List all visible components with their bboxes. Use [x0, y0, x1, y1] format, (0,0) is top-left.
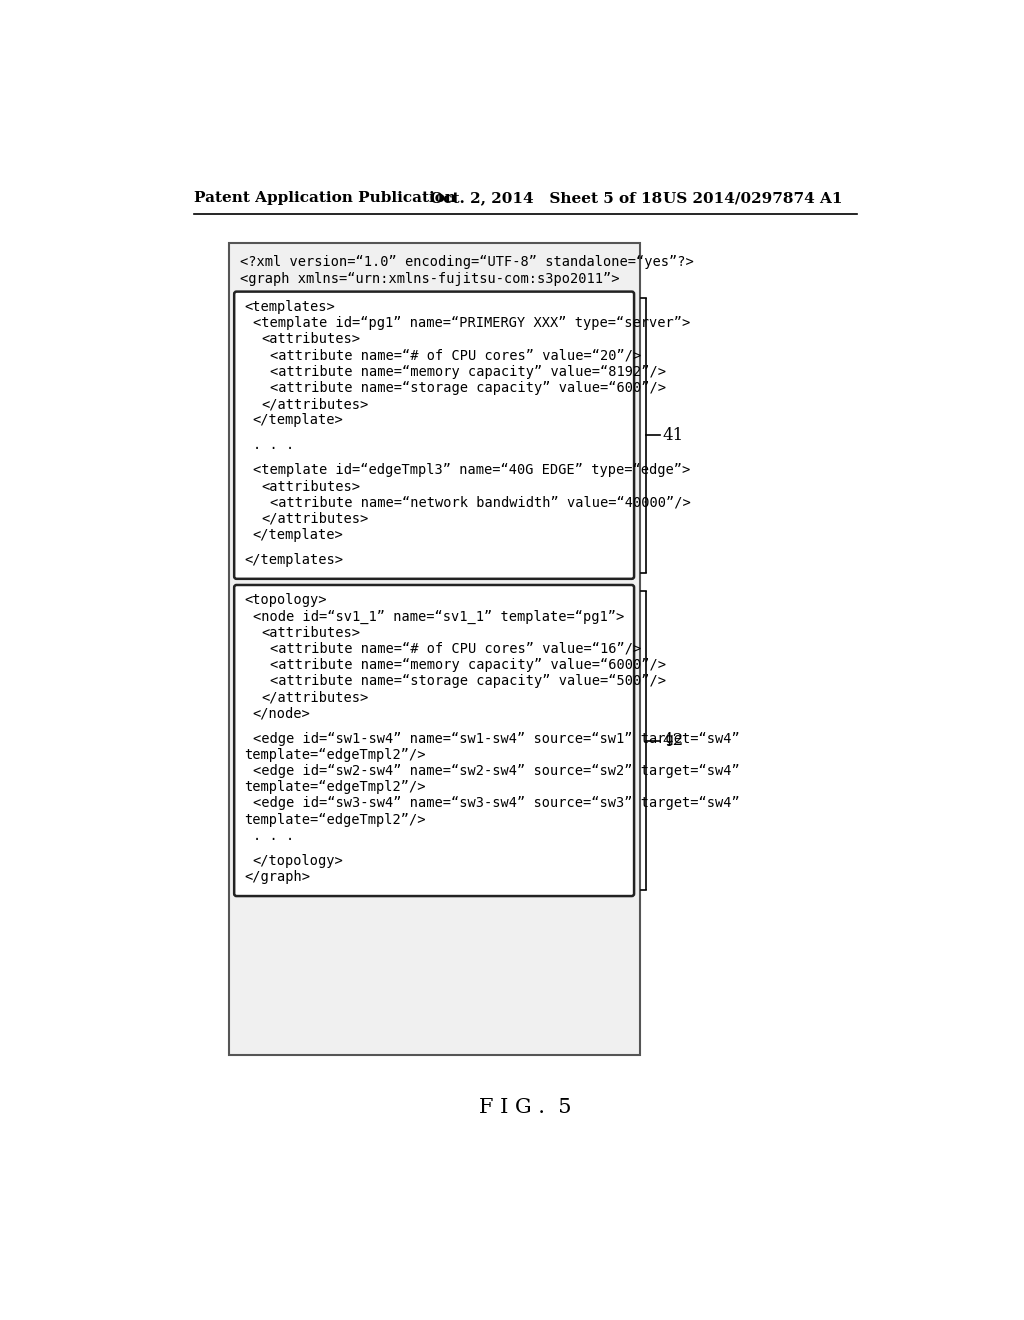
Text: <?xml version=“1.0” encoding=“UTF-8” standalone=“yes”?>: <?xml version=“1.0” encoding=“UTF-8” sta…	[240, 256, 693, 269]
Text: . . .: . . .	[253, 438, 294, 453]
Text: 42: 42	[663, 733, 684, 748]
Text: <topology>: <topology>	[245, 594, 327, 607]
Text: <attribute name=“memory capacity” value=“8192”/>: <attribute name=“memory capacity” value=…	[270, 364, 666, 379]
Text: <template id=“pg1” name=“PRIMERGY XXX” type=“server”>: <template id=“pg1” name=“PRIMERGY XXX” t…	[253, 317, 690, 330]
Text: <attribute name=“# of CPU cores” value=“20”/>: <attribute name=“# of CPU cores” value=“…	[270, 348, 641, 363]
Text: </topology>: </topology>	[253, 854, 343, 867]
Text: </graph>: </graph>	[245, 870, 310, 884]
Text: <attributes>: <attributes>	[261, 479, 360, 494]
Text: <attribute name=“memory capacity” value=“6000”/>: <attribute name=“memory capacity” value=…	[270, 659, 666, 672]
Text: template=“edgeTmpl2”/>: template=“edgeTmpl2”/>	[245, 813, 426, 826]
Text: </template>: </template>	[253, 413, 343, 428]
Text: <template id=“edgeTmpl3” name=“40G EDGE” type=“edge”>: <template id=“edgeTmpl3” name=“40G EDGE”…	[253, 463, 690, 478]
Text: <attributes>: <attributes>	[261, 626, 360, 640]
Text: </attributes>: </attributes>	[261, 512, 369, 525]
Text: <attributes>: <attributes>	[261, 333, 360, 346]
Text: <templates>: <templates>	[245, 300, 335, 314]
Text: <attribute name=“storage capacity” value=“600”/>: <attribute name=“storage capacity” value…	[270, 381, 666, 395]
Text: template=“edgeTmpl2”/>: template=“edgeTmpl2”/>	[245, 748, 426, 762]
Text: template=“edgeTmpl2”/>: template=“edgeTmpl2”/>	[245, 780, 426, 795]
Text: Patent Application Publication: Patent Application Publication	[194, 191, 456, 206]
Text: </attributes>: </attributes>	[261, 690, 369, 705]
Text: <edge id=“sw1-sw4” name=“sw1-sw4” source=“sw1” target=“sw4”: <edge id=“sw1-sw4” name=“sw1-sw4” source…	[253, 731, 739, 746]
Text: </attributes>: </attributes>	[261, 397, 369, 411]
Text: </template>: </template>	[253, 528, 343, 543]
Text: <attribute name=“network bandwidth” value=“40000”/>: <attribute name=“network bandwidth” valu…	[270, 496, 690, 510]
FancyBboxPatch shape	[234, 292, 634, 579]
FancyBboxPatch shape	[234, 585, 634, 896]
Text: <attribute name=“storage capacity” value=“500”/>: <attribute name=“storage capacity” value…	[270, 675, 666, 688]
Text: F I G .  5: F I G . 5	[478, 1097, 571, 1117]
Text: . . .: . . .	[253, 829, 294, 842]
Text: <graph xmlns=“urn:xmlns-fujitsu-com:s3po2011”>: <graph xmlns=“urn:xmlns-fujitsu-com:s3po…	[240, 272, 620, 285]
Text: <edge id=“sw2-sw4” name=“sw2-sw4” source=“sw2” target=“sw4”: <edge id=“sw2-sw4” name=“sw2-sw4” source…	[253, 764, 739, 777]
FancyBboxPatch shape	[228, 243, 640, 1056]
Text: 41: 41	[663, 426, 684, 444]
Text: </templates>: </templates>	[245, 553, 343, 568]
Text: <edge id=“sw3-sw4” name=“sw3-sw4” source=“sw3” target=“sw4”: <edge id=“sw3-sw4” name=“sw3-sw4” source…	[253, 796, 739, 810]
Text: <attribute name=“# of CPU cores” value=“16”/>: <attribute name=“# of CPU cores” value=“…	[270, 642, 641, 656]
Text: </node>: </node>	[253, 706, 310, 721]
Text: Oct. 2, 2014   Sheet 5 of 18: Oct. 2, 2014 Sheet 5 of 18	[430, 191, 663, 206]
Text: US 2014/0297874 A1: US 2014/0297874 A1	[663, 191, 843, 206]
Text: <node id=“sv1_1” name=“sv1_1” template=“pg1”>: <node id=“sv1_1” name=“sv1_1” template=“…	[253, 610, 624, 624]
